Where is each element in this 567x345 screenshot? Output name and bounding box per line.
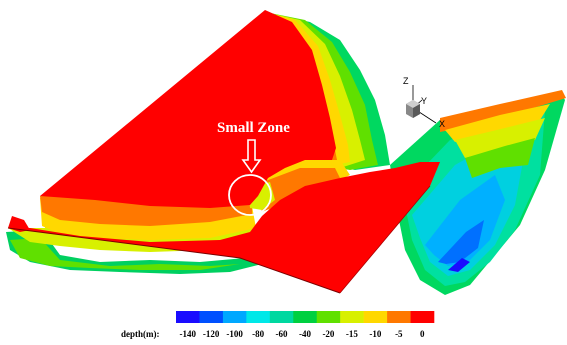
highlight-circle (228, 174, 272, 216)
legend-tick-label: 0 (420, 329, 425, 339)
annotation-label: Small Zone (217, 120, 290, 136)
axis-y-label: Y (421, 96, 427, 106)
legend-tick-label: -15 (346, 329, 358, 339)
legend-swatch (199, 311, 224, 323)
legend-ticks: -140 -120 -100 -80 -60 -40 -20 -15 -10 -5 0 (179, 329, 425, 339)
right-pit (390, 90, 566, 295)
legend-tick-label: -40 (299, 329, 311, 339)
legend-swatch (222, 311, 247, 323)
legend-swatch (246, 311, 271, 323)
legend-colorbar (176, 311, 435, 323)
legend-tick-label: -10 (369, 329, 381, 339)
depth-legend: depth(m): -140 -120 -100 -80 -60 -40 -20 -15 -10… (121, 311, 435, 339)
orientation-axes: Z Y X (403, 76, 445, 129)
top-surface (40, 10, 336, 208)
legend-tick-label: -20 (322, 329, 334, 339)
legend-tick-label: -120 (203, 329, 220, 339)
legend-swatch (363, 311, 388, 323)
legend-tick-label: -140 (179, 329, 196, 339)
legend-swatch (316, 311, 341, 323)
small-zone-annotation: Small Zone (217, 120, 290, 216)
legend-swatch (410, 311, 435, 323)
annotation-arrow (241, 139, 262, 174)
legend-tick-label: -80 (252, 329, 264, 339)
legend-label: depth(m): (121, 329, 160, 339)
axis-z-label: Z (403, 76, 409, 86)
axis-x-label: X (439, 119, 445, 129)
legend-swatch (293, 311, 318, 323)
legend-swatch (387, 311, 411, 323)
legend-swatch (269, 311, 294, 323)
legend-tick-label: -60 (276, 329, 288, 339)
legend-swatch (340, 311, 364, 323)
legend-swatch (176, 311, 200, 323)
legend-tick-label: -5 (395, 329, 403, 339)
left-wall (6, 196, 270, 274)
front-slab (8, 162, 440, 293)
legend-tick-label: -100 (226, 329, 243, 339)
